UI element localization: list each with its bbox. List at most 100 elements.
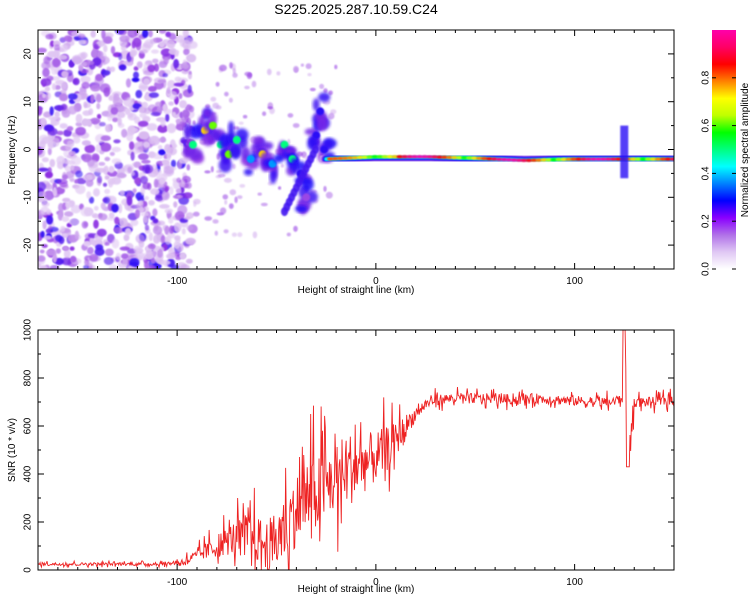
- noise-speck: [177, 194, 181, 199]
- noise-speck: [121, 92, 128, 101]
- tone-ridge-hotspot: [664, 157, 672, 161]
- chart-title: S225.2025.287.10.59.C24: [274, 1, 438, 17]
- noise-speck: [244, 85, 250, 90]
- noise-speck: [112, 117, 119, 123]
- noise-speck: [109, 151, 115, 156]
- noise-speck: [130, 151, 135, 161]
- noise-speck: [172, 143, 178, 149]
- noise-speck: [164, 208, 173, 214]
- noise-speck: [55, 79, 65, 86]
- noise-speck: [93, 219, 99, 229]
- noise-speck: [155, 101, 162, 108]
- tone-ridge-hotspot: [327, 157, 334, 161]
- noise-speck: [293, 65, 299, 73]
- noise-speck: [63, 35, 73, 42]
- tone-ridge-hotspot: [456, 156, 463, 160]
- noise-speck: [164, 143, 171, 153]
- noise-speck: [104, 248, 114, 257]
- noise-speck: [63, 211, 74, 217]
- noise-speck: [91, 213, 98, 218]
- spectral-blob: [246, 155, 255, 164]
- noise-speck: [179, 100, 187, 109]
- tone-ridge-hotspot: [560, 157, 567, 161]
- tone-ridge-hotspot: [486, 157, 493, 161]
- spectral-blob: [280, 140, 289, 149]
- noise-speck: [134, 177, 142, 185]
- noise-speck: [38, 106, 43, 116]
- noise-speck: [83, 174, 93, 181]
- noise-speck: [39, 140, 46, 150]
- noise-speck: [109, 66, 116, 73]
- noise-speck: [89, 253, 99, 262]
- y-tick-label: 0: [23, 567, 34, 573]
- spectral-blob-halo: [218, 157, 232, 173]
- noise-speck: [127, 125, 136, 135]
- noise-speck: [161, 159, 170, 165]
- noise-speck: [147, 85, 157, 92]
- noise-speck: [59, 93, 68, 102]
- noise-speck: [95, 167, 107, 173]
- spectrogram-blob-layer: [183, 92, 337, 217]
- noise-speck: [95, 244, 104, 251]
- noise-speck: [260, 202, 268, 207]
- tone-ridge-hotspot: [406, 155, 413, 159]
- noise-speck: [146, 123, 158, 131]
- noise-speck: [232, 163, 236, 170]
- noise-speck: [143, 78, 151, 86]
- y-tick-label: 200: [23, 513, 34, 530]
- noise-speck: [181, 115, 187, 122]
- noise-speck: [228, 97, 233, 103]
- noise-speck: [86, 191, 92, 199]
- noise-speck: [41, 157, 50, 163]
- noise-speck: [47, 167, 52, 174]
- noise-speck: [114, 216, 120, 225]
- noise-speck: [96, 113, 102, 120]
- spectral-blob-halo: [291, 160, 298, 175]
- noise-speck: [257, 192, 262, 196]
- noise-speck: [38, 47, 47, 53]
- noise-speck: [143, 206, 149, 213]
- noise-speck: [173, 235, 181, 241]
- noise-speck: [215, 81, 220, 87]
- colorbar-tick-label: 0.4: [701, 166, 712, 180]
- y-tick-label: 600: [23, 417, 34, 434]
- tone-ridge-hotspot: [331, 157, 339, 161]
- noise-speck: [138, 131, 150, 140]
- noise-speck: [166, 86, 171, 94]
- snr-background: [38, 330, 674, 570]
- noise-speck: [50, 40, 55, 47]
- noise-speck: [287, 113, 294, 118]
- noise-speck: [251, 80, 257, 88]
- noise-speck: [210, 166, 214, 173]
- noise-speck: [183, 192, 193, 199]
- snr-line-layer: [38, 330, 674, 570]
- noise-speck: [113, 97, 123, 106]
- noise-speck: [111, 146, 122, 153]
- noise-speck: [239, 184, 246, 188]
- noise-speck: [70, 165, 75, 171]
- noise-speck: [138, 106, 145, 114]
- noise-speck: [107, 112, 113, 122]
- noise-speck: [48, 116, 58, 121]
- y-tick-label: 20: [23, 48, 34, 60]
- noise-speck: [161, 190, 170, 201]
- noise-speck: [93, 43, 99, 50]
- noise-speck: [104, 156, 111, 162]
- noise-speck: [118, 52, 123, 61]
- noise-speck: [137, 196, 145, 202]
- noise-speck: [47, 147, 52, 156]
- noise-speck: [126, 195, 133, 206]
- spectral-streak: [312, 145, 319, 154]
- noise-speck: [119, 35, 130, 43]
- noise-speck: [212, 219, 216, 224]
- noise-speck: [69, 246, 75, 251]
- spectral-blob-halo: [273, 154, 284, 163]
- noise-speck: [47, 225, 53, 231]
- noise-speck: [38, 167, 49, 172]
- noise-speck: [91, 49, 98, 58]
- noise-speck: [90, 94, 95, 104]
- noise-speck: [147, 264, 156, 269]
- noise-speck: [54, 84, 61, 90]
- tone-ridge-hotspot: [361, 155, 369, 159]
- noise-speck: [205, 104, 211, 109]
